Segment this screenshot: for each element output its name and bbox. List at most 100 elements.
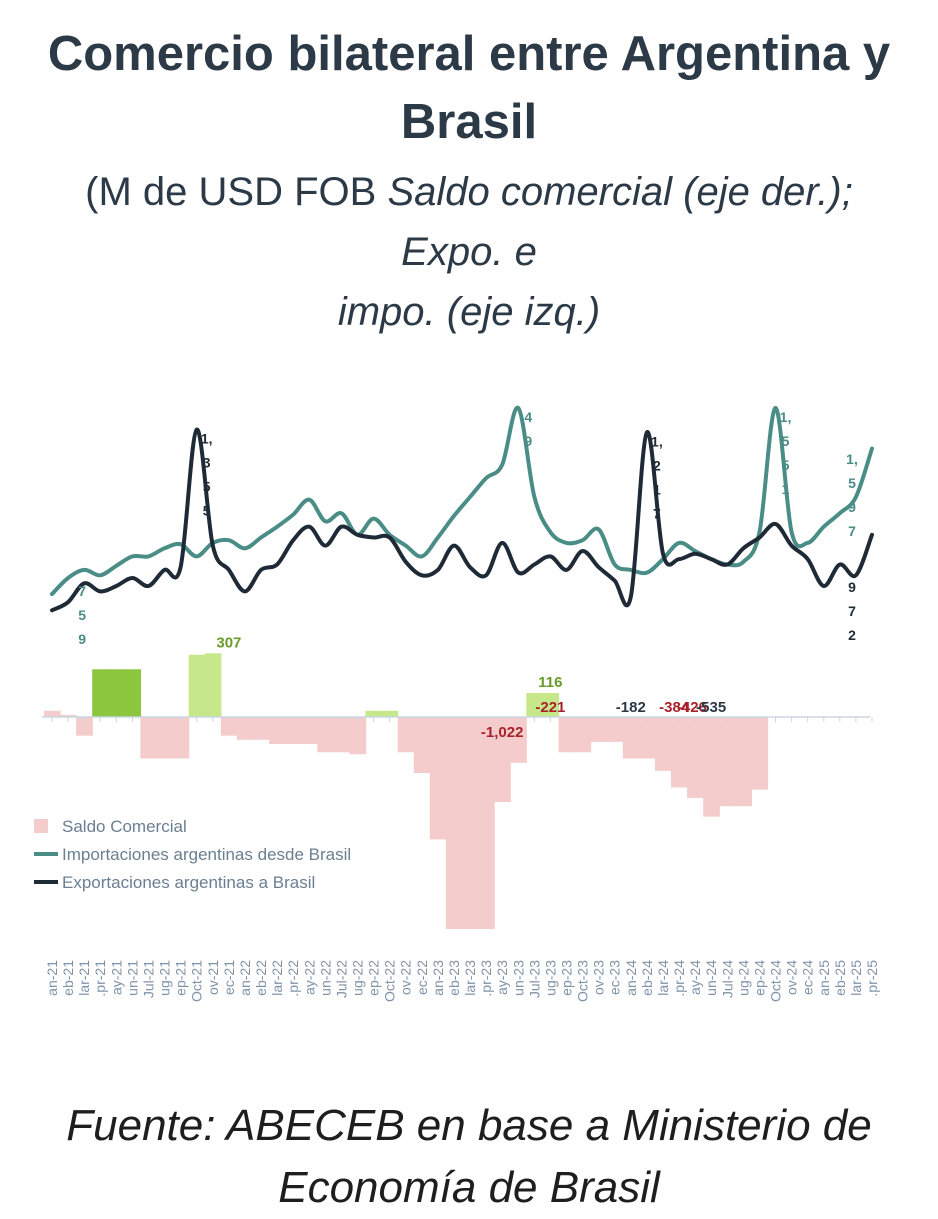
x-tick-label-17: un-22 (317, 960, 333, 996)
x-tick-label-35: ec-23 (607, 960, 623, 995)
line-annotation-part: 9 (78, 631, 86, 647)
balance-bar-feb-24 (638, 717, 656, 759)
x-tick-label-28: ay-23 (494, 960, 510, 995)
x-tick-label-31: ug-23 (542, 960, 558, 996)
x-tick-label-27: .pr-23 (478, 960, 494, 997)
x-tick-label-39: .pr-24 (671, 960, 687, 997)
x-tick-label-19: ug-22 (350, 960, 366, 996)
balance-bar-oct-21 (188, 654, 206, 717)
x-tick-label-42: Jul-24 (719, 960, 735, 998)
balance-bar-nov-23 (590, 717, 608, 742)
balance-bar-abr-21 (92, 669, 109, 717)
balance-bar-feb-23 (445, 717, 463, 929)
line-annotation-part: 1, (651, 433, 663, 449)
line-annotation-part: 1, (780, 409, 792, 425)
x-tick-label-30: Jul-23 (526, 960, 542, 998)
exports-line (50, 427, 874, 613)
x-tick-label-18: Jul-22 (333, 960, 349, 998)
x-tick-label-26: lar-23 (462, 960, 478, 996)
bar-label-6: -426 (677, 699, 707, 716)
balance-bar-ene-23 (429, 717, 447, 840)
line-annotation-part: 9 (848, 499, 856, 515)
balance-bar-mar-24 (654, 717, 672, 771)
balance-bar-sep-23 (558, 717, 576, 753)
line-annotation-part: 7 (848, 523, 856, 539)
x-tick-label-25: eb-23 (446, 960, 462, 996)
balance-bar-jun-23 (510, 717, 527, 763)
balance-bar-sep-21 (172, 717, 190, 759)
balance-bar-abr-24 (671, 717, 688, 788)
balance-bar-sep-22 (365, 710, 383, 717)
x-tick-label-11: ec-21 (221, 960, 237, 995)
balance-bar-jul-22 (333, 717, 351, 753)
subtitle-line-1: (M de USD FOB Saldo comercial (eje der.)… (0, 162, 938, 222)
legend-label-0: Saldo Comercial (62, 817, 187, 836)
imports-line (50, 405, 874, 597)
x-tick-label-43: ug-24 (735, 960, 751, 996)
source-line-2: Economía de Brasil (278, 1163, 660, 1212)
line-annotation-part: 2 (848, 627, 856, 643)
balance-bar-mar-23 (462, 717, 479, 929)
x-tick-label-32: ep-23 (559, 960, 575, 996)
source-note: Fuente: ABECEB en base a Ministerio de E… (0, 1095, 938, 1219)
line-annotation-part: 7 (848, 603, 856, 619)
balance-bar-oct-22 (381, 710, 399, 717)
line-annotation-part: 9 (524, 433, 532, 449)
subtitle-line-3: impo. (eje izq.) (337, 290, 601, 334)
line-annotation-part: 3 (203, 455, 211, 471)
line-annotation-4: 1, 5 5 1 (780, 409, 792, 497)
x-tick-label-13: eb-22 (253, 960, 269, 996)
balance-bar-nov-22 (397, 717, 415, 753)
x-tick-label-51: .pr-25 (864, 960, 880, 997)
line-annotation-part: 5 (78, 607, 86, 623)
x-tick-label-34: ov-23 (591, 960, 607, 995)
x-tick-label-4: ay-21 (108, 960, 124, 995)
x-tick-label-38: lar-24 (655, 960, 671, 996)
x-tick-label-46: ov-24 (784, 960, 800, 995)
subtitle-units: (M de USD FOB (85, 170, 388, 214)
x-tick-label-2: lar-21 (76, 960, 92, 996)
balance-bar-jul-24 (719, 717, 736, 807)
balance-bar-oct-23 (574, 717, 592, 753)
x-tick-label-14: lar-22 (269, 960, 285, 996)
balance-bar-dic-21 (220, 717, 238, 736)
balance-bar-jun-24 (703, 717, 720, 817)
bar-label-1: 116 (538, 674, 562, 691)
line-annotation-part: 5 (203, 503, 211, 519)
x-tick-label-16: ay-22 (301, 960, 317, 995)
line-annotation-1: 1, 3 5 5 (201, 431, 213, 519)
x-tick-label-41: un-24 (703, 960, 719, 996)
chart-title: Comercio bilateral entre Argentina y Bra… (0, 20, 938, 156)
x-tick-label-40: ay-24 (687, 960, 703, 995)
balance-bar-jun-22 (317, 717, 334, 753)
x-tick-label-3: .pr-21 (92, 960, 108, 997)
line-annotation-3: 1, 2 1 7 (651, 433, 663, 521)
balance-bar-abr-22 (285, 717, 302, 744)
source-line-1: Fuente: ABECEB en base a Ministerio de (66, 1101, 872, 1150)
x-tick-label-8: ep-21 (173, 960, 189, 996)
bar-label-0: 307 (216, 634, 241, 651)
balance-bar-sep-24 (751, 717, 769, 790)
x-tick-label-12: an-22 (237, 960, 253, 996)
line-annotation-part: 5 (203, 479, 211, 495)
line-annotation-part: 2 (653, 457, 661, 473)
line-annotation-part: 1, (846, 451, 858, 467)
bar-label-4: -182 (616, 699, 646, 716)
x-tick-label-48: an-25 (816, 960, 832, 996)
line-annotation-part: 7 (653, 505, 661, 521)
balance-bar-abr-23 (478, 717, 495, 929)
x-tick-label-24: an-23 (430, 960, 446, 996)
balance-bar-dic-22 (413, 717, 431, 773)
line-annotation-part: 7 (78, 583, 86, 599)
balance-bar-mar-22 (269, 717, 286, 744)
x-tick-label-10: ov-21 (205, 960, 221, 995)
x-tick-label-15: .pr-22 (285, 960, 301, 997)
x-tick-label-33: Oct-23 (575, 960, 591, 1002)
title-line-1: Comercio bilateral entre Argentina y (47, 27, 891, 81)
legend-swatch-balance (34, 819, 48, 833)
line-annotation-part: 5 (782, 433, 790, 449)
x-tick-label-36: an-24 (623, 960, 639, 996)
x-tick-label-44: ep-24 (752, 960, 768, 996)
x-tick-label-47: ec-24 (800, 960, 816, 995)
